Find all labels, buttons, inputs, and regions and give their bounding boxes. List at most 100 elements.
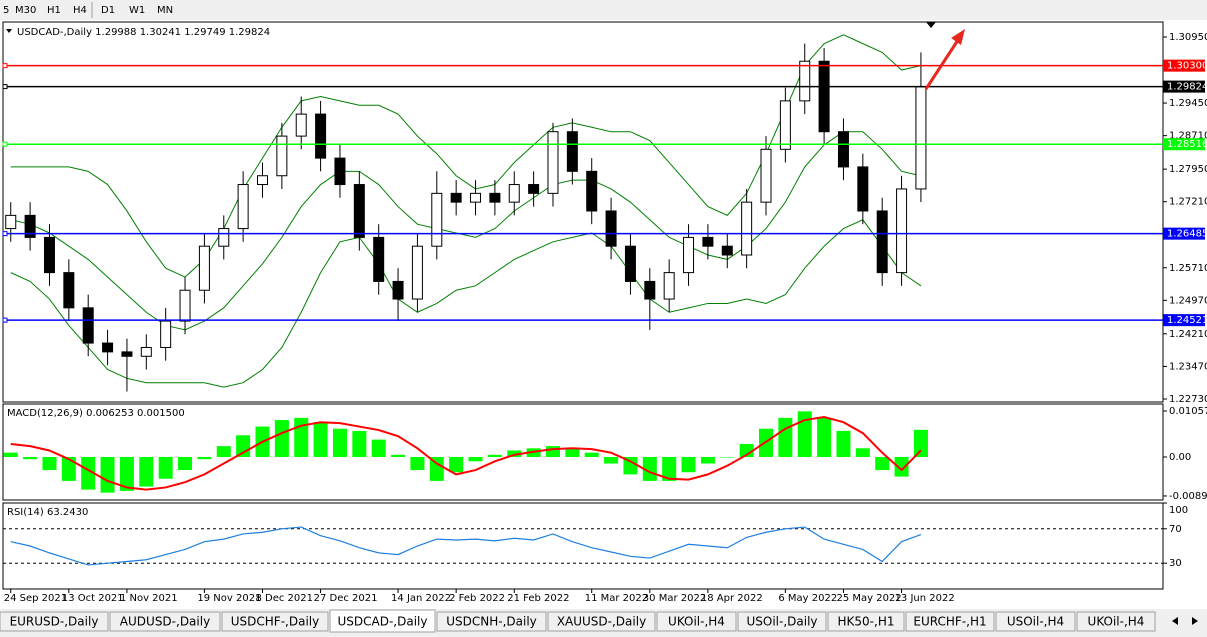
x-tick-label: 2 Feb 2022: [449, 593, 505, 604]
y-tick-label: 1.24970: [1169, 295, 1207, 306]
tab[interactable]: [1076, 611, 1156, 632]
level-handle[interactable]: [2, 63, 8, 69]
tab-label[interactable]: AUDUSD-,Daily: [120, 615, 210, 629]
timeframe-button[interactable]: M30: [15, 5, 36, 16]
candle-body: [179, 289, 191, 322]
macd-title: MACD(12,26,9) 0.006253 0.001500: [7, 408, 185, 419]
candle-body: [566, 131, 578, 172]
candle-body: [489, 192, 501, 203]
macd-bar: [662, 457, 677, 481]
level-handle[interactable]: [2, 231, 8, 237]
macd-bar: [836, 430, 851, 458]
tab-label[interactable]: EURUSD-,Daily: [10, 615, 99, 629]
timeframe-button[interactable]: MN: [157, 5, 173, 16]
y-tick-label: -0.00896: [1169, 491, 1207, 502]
timeframe-button[interactable]: 5: [3, 5, 9, 16]
macd-bar: [913, 429, 928, 458]
macd-bar: [313, 422, 328, 458]
candle-body: [450, 192, 462, 203]
level-label-box: [1163, 59, 1205, 72]
macd-bar: [584, 452, 599, 458]
level-label-box: [1163, 227, 1205, 240]
x-tick-label: 11 Mar 2022: [585, 593, 648, 604]
tab-label[interactable]: USDCHF-,Daily: [231, 615, 319, 629]
macd-bar: [294, 417, 309, 458]
tab[interactable]: [329, 609, 436, 633]
timeframe-button[interactable]: H1: [47, 5, 61, 16]
macd-bar: [604, 457, 619, 464]
timeframe-button[interactable]: H4: [73, 5, 87, 16]
candle-body: [5, 214, 17, 230]
macd-bar: [468, 457, 483, 462]
candle-body: [605, 210, 617, 247]
x-tick-label: 27 Dec 2021: [314, 593, 378, 604]
candle-body: [799, 60, 811, 102]
candle-body: [663, 272, 675, 300]
tab-label[interactable]: USOil-,Daily: [746, 615, 817, 629]
tab[interactable]: [221, 611, 329, 632]
timeframe-button[interactable]: W1: [129, 5, 145, 16]
candle-body: [63, 272, 75, 309]
candle-body: [818, 60, 830, 133]
y-tick-label: 1.23470: [1169, 361, 1207, 372]
candle-body: [121, 351, 133, 357]
macd-bar: [429, 457, 444, 481]
candle-body: [547, 131, 559, 194]
x-tick-label: 18 Apr 2022: [701, 593, 763, 604]
tab[interactable]: [995, 611, 1076, 632]
candle-body: [896, 188, 908, 274]
macd-bar: [332, 428, 347, 458]
tab[interactable]: [827, 611, 905, 632]
tab-label[interactable]: EURCHF-,H1: [913, 615, 986, 629]
band-upper: [10, 34, 922, 278]
tab-scroll[interactable]: [1172, 617, 1198, 625]
level-handle[interactable]: [2, 141, 8, 147]
macd-bar: [642, 457, 657, 481]
tab[interactable]: [737, 611, 827, 632]
tab[interactable]: [656, 611, 737, 632]
level-label: 1.24521: [1167, 315, 1207, 326]
level-handle[interactable]: [2, 84, 8, 90]
y-tick-label: 1.24210: [1169, 329, 1207, 340]
macd-bar: [119, 457, 134, 491]
macd-bar: [875, 457, 890, 471]
tab-label[interactable]: UKOil-,H4: [1088, 615, 1145, 629]
macd-bar: [216, 446, 231, 458]
band-lower: [10, 219, 922, 388]
candle-body: [334, 157, 346, 186]
tab-label[interactable]: UKOil-,H4: [668, 615, 725, 629]
x-tick-label: 24 Sep 2021: [4, 593, 67, 604]
candle-body: [470, 192, 482, 203]
rsi-title: RSI(14) 63.2430: [7, 507, 88, 518]
macd-bar: [817, 417, 832, 458]
candle-body: [741, 201, 753, 256]
y-tick-label: 1.22730: [1169, 394, 1207, 405]
tab[interactable]: [547, 611, 656, 632]
y-tick-label: 0.00: [1169, 452, 1191, 463]
macd-bar: [197, 457, 212, 460]
timeframe-button[interactable]: D1: [101, 5, 115, 16]
macd-bar: [274, 420, 289, 458]
y-tick-label: 0.010578: [1169, 406, 1207, 417]
macd-bar: [894, 457, 909, 477]
tab[interactable]: [905, 611, 995, 632]
x-tick-label: 19 Nov 2021: [197, 593, 261, 604]
tab-label[interactable]: XAUUSD-,Daily: [557, 615, 646, 629]
candle-body: [721, 245, 733, 256]
tab[interactable]: [0, 611, 109, 632]
tab[interactable]: [436, 611, 547, 632]
macd-bar: [778, 417, 793, 458]
tab-label[interactable]: HK50-,H1: [838, 615, 895, 629]
macd-bar: [158, 457, 173, 479]
price-panel: [2, 21, 1164, 403]
level-handle[interactable]: [2, 317, 8, 323]
tab-label[interactable]: USOil-,H4: [1007, 615, 1064, 629]
tab-label[interactable]: USDCNH-,Daily: [446, 615, 537, 629]
x-tick-label: 30 Mar 2022: [643, 593, 706, 604]
candle-body: [702, 236, 714, 247]
tab-label[interactable]: USDCAD-,Daily: [338, 615, 428, 629]
candle-body: [102, 342, 114, 353]
tab[interactable]: [109, 611, 221, 632]
level-label-box: [1163, 314, 1205, 327]
rsi-panel: [2, 502, 1164, 590]
